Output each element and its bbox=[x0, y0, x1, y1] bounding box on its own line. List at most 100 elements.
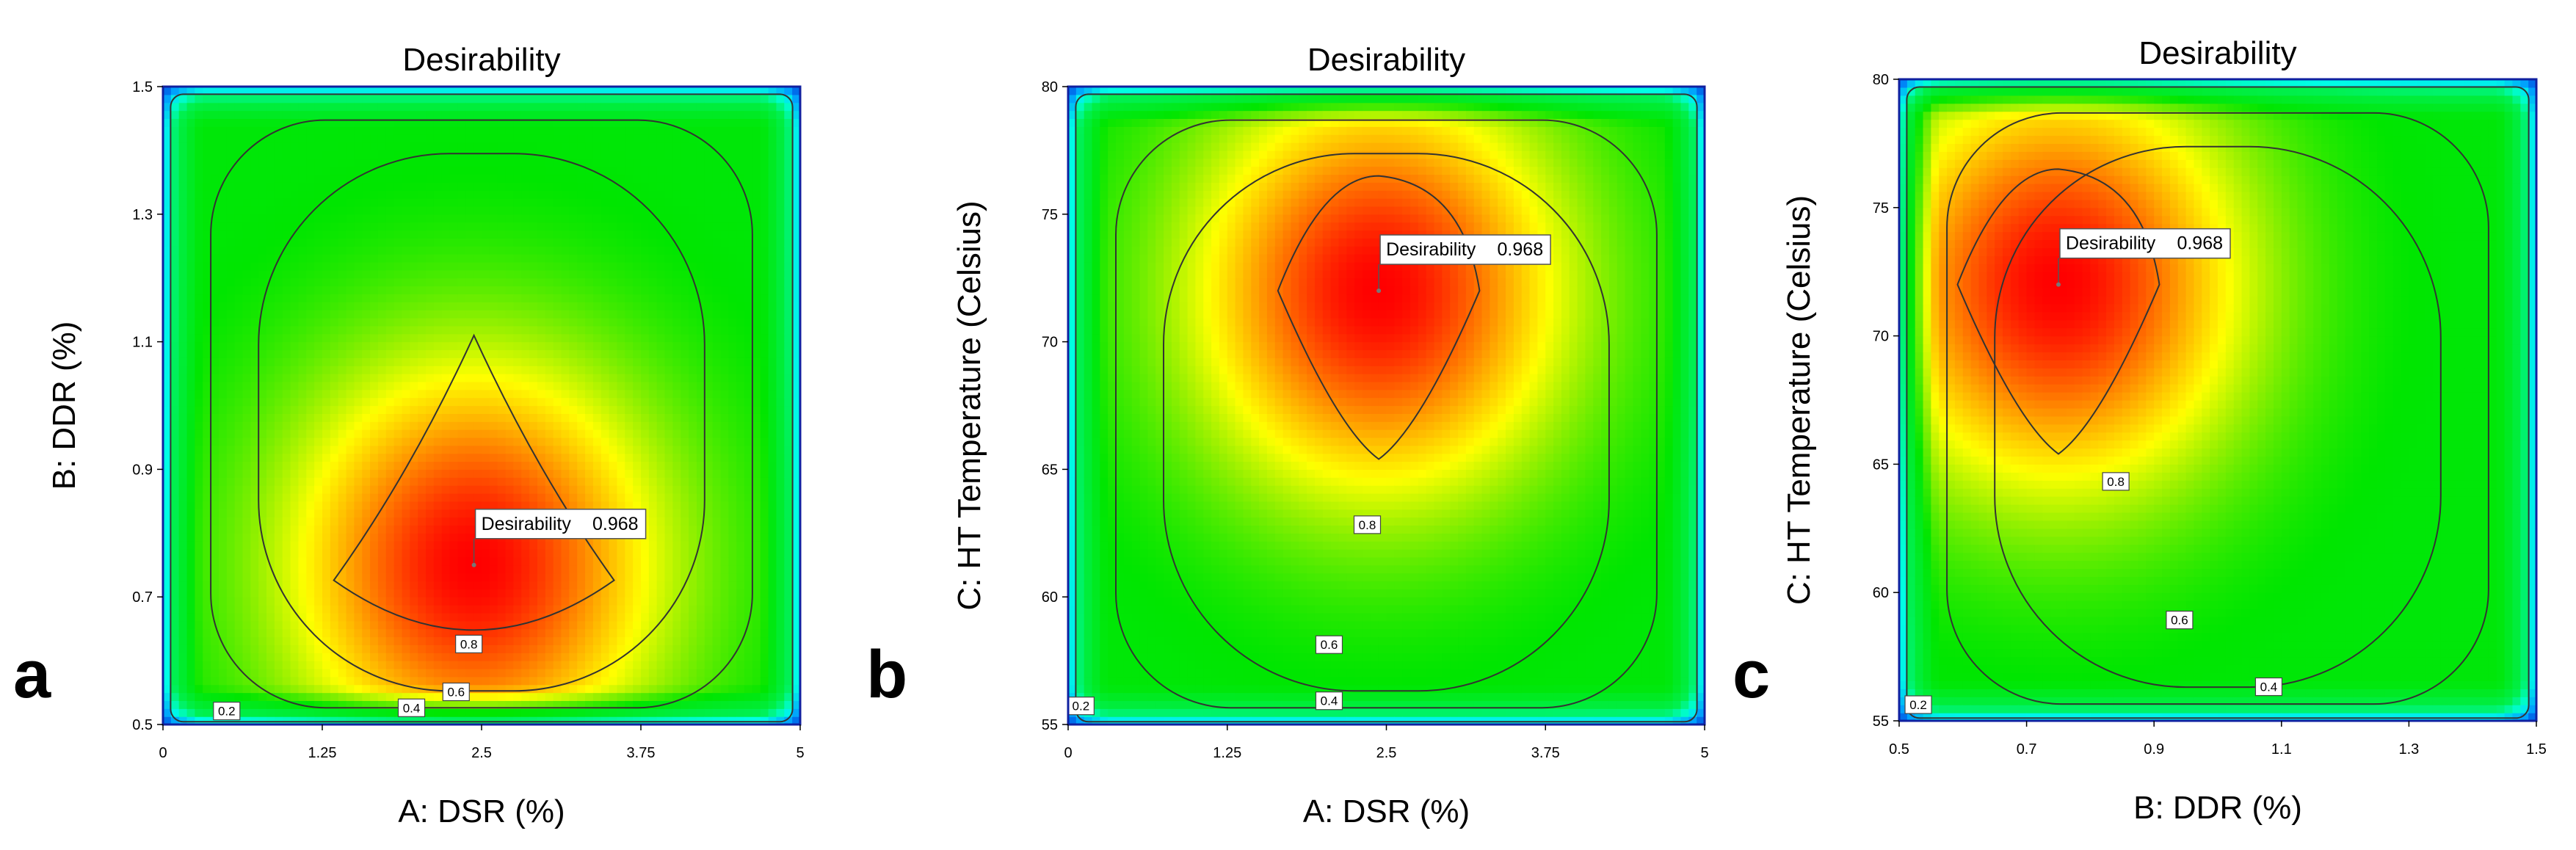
heatmap-cell bbox=[218, 214, 228, 223]
heatmap-cell bbox=[274, 589, 283, 597]
heatmap-cell bbox=[441, 397, 451, 407]
heatmap-cell bbox=[402, 333, 410, 343]
heatmap-cell bbox=[465, 716, 474, 724]
heatmap-cell bbox=[426, 445, 435, 454]
heatmap-cell bbox=[203, 374, 211, 382]
heatmap-cell bbox=[242, 461, 251, 470]
heatmap-cell bbox=[426, 533, 435, 542]
heatmap-cell bbox=[163, 437, 172, 446]
heatmap-cell bbox=[497, 254, 507, 263]
heatmap-cell bbox=[385, 549, 395, 558]
heatmap-cell bbox=[354, 357, 363, 366]
heatmap-cell bbox=[648, 389, 658, 399]
heatmap-cell bbox=[234, 653, 244, 661]
heatmap-cell bbox=[322, 437, 331, 446]
heatmap-cell bbox=[505, 469, 514, 478]
heatmap-cell bbox=[377, 158, 387, 167]
heatmap-cell bbox=[330, 668, 339, 678]
heatmap-cell bbox=[338, 110, 347, 120]
heatmap-cell bbox=[298, 102, 307, 112]
heatmap-cell bbox=[537, 429, 546, 438]
heatmap-cell bbox=[592, 469, 602, 478]
heatmap-cell bbox=[218, 549, 228, 558]
heatmap-cell bbox=[218, 413, 228, 422]
heatmap-cell bbox=[474, 453, 482, 462]
heatmap-cell bbox=[529, 182, 538, 191]
heatmap-cell bbox=[370, 246, 379, 255]
heatmap-cell bbox=[195, 277, 203, 287]
heatmap-cell bbox=[537, 620, 546, 630]
heatmap-cell bbox=[474, 166, 482, 175]
heatmap-cell bbox=[242, 238, 251, 247]
heatmap-cell bbox=[410, 556, 418, 566]
heatmap-cell bbox=[433, 620, 443, 630]
heatmap-cell bbox=[410, 644, 418, 653]
heatmap-cell bbox=[505, 413, 514, 422]
heatmap-cell bbox=[290, 605, 300, 614]
heatmap-cell bbox=[282, 246, 291, 255]
heatmap-cell bbox=[163, 87, 172, 95]
heatmap-cell bbox=[545, 214, 554, 223]
heatmap-cell bbox=[513, 325, 522, 335]
heatmap-cell bbox=[178, 269, 188, 279]
heatmap-cell bbox=[282, 405, 291, 414]
heatmap-cell bbox=[601, 182, 610, 191]
heatmap-cell bbox=[537, 501, 546, 510]
heatmap-cell bbox=[195, 533, 203, 542]
heatmap-cell bbox=[489, 668, 498, 678]
heatmap-cell bbox=[457, 469, 466, 478]
heatmap-cell bbox=[569, 485, 578, 494]
heatmap-cell bbox=[441, 366, 451, 374]
heatmap-cell bbox=[314, 692, 323, 702]
heatmap-cell bbox=[569, 653, 578, 661]
heatmap-cell bbox=[465, 653, 474, 661]
heatmap-cell bbox=[433, 437, 443, 446]
heatmap-cell bbox=[346, 357, 355, 366]
heatmap-cell bbox=[274, 222, 283, 231]
heatmap-cell bbox=[170, 333, 180, 343]
heatmap-cell bbox=[242, 302, 251, 310]
heatmap-cell bbox=[418, 636, 427, 645]
heatmap-cell bbox=[617, 556, 625, 566]
heatmap-cell bbox=[385, 325, 395, 335]
heatmap-cell bbox=[298, 357, 307, 366]
heatmap-cell bbox=[234, 246, 244, 255]
heatmap-cell bbox=[385, 661, 395, 669]
heatmap-cell bbox=[529, 341, 538, 351]
heatmap-cell bbox=[577, 461, 586, 470]
heatmap-cell bbox=[370, 381, 379, 391]
heatmap-cell bbox=[218, 230, 228, 239]
heatmap-cell bbox=[441, 269, 451, 279]
heatmap-cell bbox=[521, 692, 530, 702]
heatmap-cell bbox=[521, 333, 530, 343]
heatmap-cell bbox=[370, 636, 379, 645]
heatmap-cell bbox=[489, 597, 498, 606]
heatmap-cell bbox=[609, 126, 618, 135]
heatmap-cell bbox=[338, 628, 347, 638]
heatmap-cell bbox=[569, 182, 578, 191]
heatmap-cell bbox=[282, 381, 291, 391]
heatmap-cell bbox=[218, 445, 228, 454]
heatmap-cell bbox=[402, 357, 410, 366]
heatmap-cell bbox=[617, 341, 625, 351]
heatmap-cell bbox=[314, 525, 323, 534]
heatmap-cell bbox=[370, 477, 379, 486]
heatmap-cell bbox=[195, 381, 203, 391]
heatmap-cell bbox=[362, 716, 371, 724]
heatmap-cell bbox=[258, 325, 267, 335]
heatmap-cell bbox=[282, 453, 291, 462]
heatmap-cell bbox=[441, 381, 451, 391]
heatmap-cell bbox=[585, 429, 594, 438]
heatmap-cell bbox=[298, 509, 307, 518]
heatmap-cell bbox=[362, 628, 371, 638]
heatmap-cell bbox=[282, 429, 291, 438]
heatmap-cell bbox=[426, 517, 435, 526]
heatmap-cell bbox=[346, 501, 355, 510]
heatmap-cell bbox=[178, 110, 188, 120]
heatmap-cell bbox=[170, 190, 180, 199]
heatmap-cell bbox=[203, 493, 211, 502]
heatmap-cell bbox=[553, 501, 562, 510]
heatmap-cell bbox=[393, 589, 403, 597]
heatmap-cell bbox=[513, 549, 522, 558]
heatmap-cell bbox=[282, 325, 291, 335]
